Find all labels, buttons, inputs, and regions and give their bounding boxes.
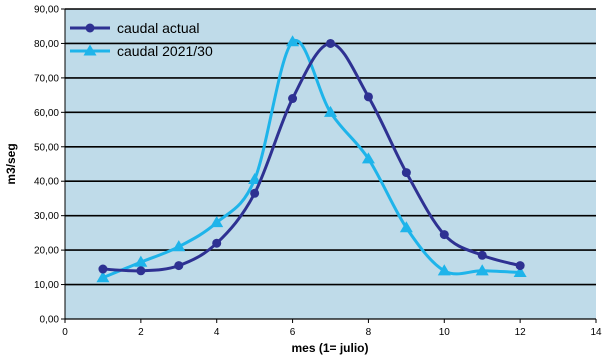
data-point: [210, 216, 224, 228]
x-axis-title: mes (1= julio): [291, 341, 368, 355]
data-point: [439, 230, 449, 240]
x-tick-label: 4: [214, 327, 220, 338]
data-point: [475, 264, 489, 276]
y-tick-label: 60,00: [34, 108, 59, 119]
y-tick-label: 80,00: [34, 39, 59, 50]
data-point: [326, 38, 335, 48]
data-point: [250, 188, 260, 198]
y-tick-label: 70,00: [34, 73, 59, 84]
legend: caudal actual caudal 2021/30: [70, 20, 213, 59]
x-tick-label: 6: [290, 327, 296, 338]
x-tick-label: 8: [366, 327, 372, 338]
data-point: [361, 152, 375, 164]
data-point: [96, 271, 110, 283]
y-tick-label: 20,00: [34, 246, 59, 257]
data-point: [324, 105, 337, 117]
data-point: [136, 266, 146, 276]
series-1: [96, 35, 527, 283]
legend-label: caudal 2021/30: [117, 43, 213, 59]
legend-label: caudal actual: [117, 20, 200, 36]
data-point: [174, 261, 184, 271]
data-point: [172, 240, 186, 252]
legend-item: caudal 2021/30: [70, 43, 213, 59]
legend-item: caudal actual: [70, 20, 200, 36]
y-tick-label: 40,00: [34, 177, 59, 188]
data-point: [212, 238, 222, 248]
data-point: [401, 168, 411, 178]
axes: [61, 8, 597, 323]
legend-swatch-marker: [83, 44, 97, 56]
x-tick-label: 12: [515, 327, 527, 338]
y-tick-label: 0,00: [40, 315, 60, 326]
data-point: [286, 35, 300, 47]
data-point: [437, 264, 451, 276]
data-point: [288, 94, 298, 104]
y-tick-label: 30,00: [34, 211, 59, 222]
x-tick-label: 0: [62, 327, 68, 338]
data-point: [248, 173, 262, 185]
y-tick-label: 50,00: [34, 142, 59, 153]
data-point: [515, 261, 525, 271]
plot-area: [65, 9, 596, 319]
x-tick-label: 10: [439, 327, 451, 338]
x-tick-label: 14: [590, 327, 602, 338]
legend-swatch-marker: [85, 23, 95, 33]
data-point: [477, 250, 487, 260]
data-point: [513, 266, 527, 278]
data-point: [363, 92, 373, 102]
data-point: [98, 264, 108, 274]
data-point: [134, 255, 148, 267]
y-tick-labels: 0,00 10,00 20,00 30,00 40,00 50,00 60,00 70,00 8…: [34, 5, 59, 326]
series-group: [96, 35, 527, 283]
data-point: [399, 221, 413, 233]
series-0: [98, 38, 525, 276]
y-tick-label: 10,00: [34, 280, 59, 291]
x-tick-label: 2: [138, 327, 144, 338]
y-tick-label: 90,00: [34, 5, 59, 16]
y-axis-title: m3/seg: [4, 143, 18, 184]
x-tick-labels: 0 2 4 6 8 10 12 14: [62, 327, 602, 338]
